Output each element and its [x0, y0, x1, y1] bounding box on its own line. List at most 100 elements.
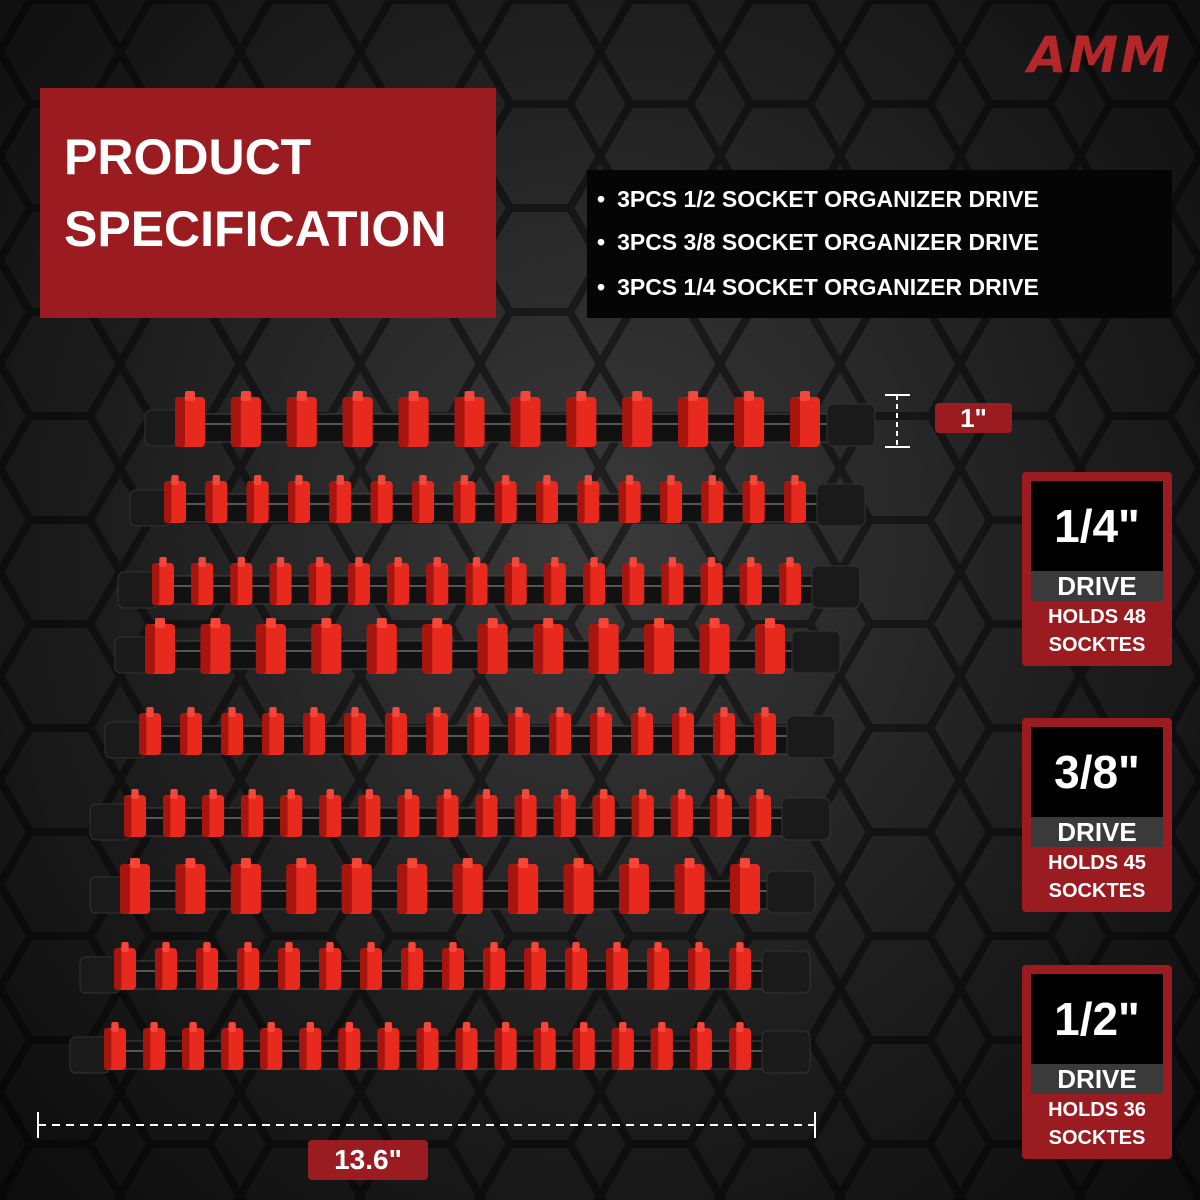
- clip-post: [365, 789, 374, 799]
- height-label: 1": [935, 403, 1012, 433]
- clip-shade: [120, 864, 130, 914]
- clip-shade: [729, 1028, 737, 1070]
- clip-post: [747, 557, 755, 567]
- clip-post: [248, 789, 256, 799]
- drive-card: 1/4" DRIVE HOLDS 48 SOCKTES: [1022, 472, 1172, 666]
- brand-logo: AMM: [1027, 26, 1172, 84]
- clip-post: [240, 858, 251, 868]
- end-cap: [766, 870, 816, 914]
- clip-post: [352, 391, 363, 401]
- clip-shade: [514, 795, 522, 837]
- clip-shade: [543, 563, 552, 605]
- clip-post: [185, 391, 195, 401]
- clip-post: [629, 557, 637, 567]
- clip-shade: [230, 397, 241, 447]
- clip-shade: [370, 481, 378, 523]
- clip-shade: [196, 948, 204, 990]
- clip-shade: [533, 624, 544, 674]
- drive-unit: SOCKTES: [1048, 1127, 1146, 1149]
- clip-post: [576, 391, 587, 401]
- clip-post: [310, 707, 318, 717]
- clip-post: [433, 557, 441, 567]
- clip-shade: [385, 713, 393, 755]
- clip-post: [709, 618, 720, 628]
- clip-shade: [182, 1028, 190, 1070]
- clip-shade: [465, 563, 473, 605]
- drive-label: DRIVE: [1031, 571, 1163, 601]
- clip-post: [423, 1022, 432, 1032]
- clip-shade: [397, 795, 405, 837]
- clip-shade: [533, 1028, 542, 1070]
- end-cap: [781, 797, 831, 841]
- clip-shade: [689, 1028, 698, 1070]
- clip-post: [210, 618, 221, 628]
- clip-post: [392, 707, 400, 717]
- clip-post: [189, 1022, 197, 1032]
- clip-shade: [416, 1028, 424, 1070]
- drive-unit: SOCKTES: [1048, 634, 1146, 656]
- clip-post: [269, 707, 277, 717]
- clip-post: [296, 858, 307, 868]
- drive-holds: HOLDS 48: [1048, 606, 1146, 628]
- clip-shade: [784, 481, 792, 523]
- clip-post: [187, 707, 195, 717]
- clip-shade: [709, 795, 718, 837]
- clip-shade: [377, 1028, 385, 1070]
- clip-shade: [200, 624, 211, 674]
- clip-post: [170, 789, 178, 799]
- clip-shade: [143, 1028, 151, 1070]
- clip-shade: [329, 481, 337, 523]
- clip-post: [708, 475, 716, 485]
- end-cap: [826, 403, 876, 447]
- clip-post: [462, 858, 473, 868]
- clip-shade: [104, 1028, 112, 1070]
- clip-shade: [436, 795, 444, 837]
- clip-shade: [588, 624, 599, 674]
- clip-post: [600, 789, 608, 799]
- clip-shade: [661, 563, 669, 605]
- clip-shade: [175, 864, 186, 914]
- clip-post: [285, 942, 293, 952]
- clip-post: [228, 1022, 236, 1032]
- clip-shade: [536, 481, 544, 523]
- clip-post: [590, 557, 598, 567]
- clip-shade: [508, 713, 516, 755]
- clip-post: [376, 618, 387, 628]
- clip-post: [237, 557, 246, 567]
- clip-shade: [163, 795, 171, 837]
- clip-post: [295, 475, 303, 485]
- clip-post: [198, 557, 206, 567]
- clip-shade: [678, 397, 689, 447]
- clip-post: [408, 942, 416, 952]
- clip-post: [765, 618, 775, 628]
- clip-post: [254, 475, 262, 485]
- clip-post: [707, 557, 716, 567]
- clip-post: [744, 391, 755, 401]
- clip-post: [351, 858, 362, 868]
- clip-post: [598, 618, 609, 628]
- clip-post: [276, 557, 285, 567]
- clip-post: [351, 707, 359, 717]
- clip-post: [697, 1022, 705, 1032]
- clip-post: [355, 557, 363, 567]
- clip-shade: [631, 713, 639, 755]
- clip-shade: [319, 795, 327, 837]
- clip-post: [638, 707, 646, 717]
- clip-post: [573, 858, 584, 868]
- clip-post: [654, 618, 665, 628]
- clip-post: [326, 789, 334, 799]
- clip-post: [521, 789, 530, 799]
- clip-post: [321, 618, 332, 628]
- clip-post: [531, 942, 539, 952]
- clip-shade: [755, 624, 765, 674]
- clip-shade: [467, 713, 475, 755]
- drive-unit: SOCKTES: [1048, 880, 1146, 902]
- clip-post: [159, 557, 167, 567]
- clip-post: [419, 475, 427, 485]
- clip-shade: [566, 397, 577, 447]
- clip-post: [736, 942, 744, 952]
- clip-post: [720, 707, 728, 717]
- clip-shade: [241, 795, 249, 837]
- clip-shade: [319, 948, 327, 990]
- clip-shade: [221, 1028, 229, 1070]
